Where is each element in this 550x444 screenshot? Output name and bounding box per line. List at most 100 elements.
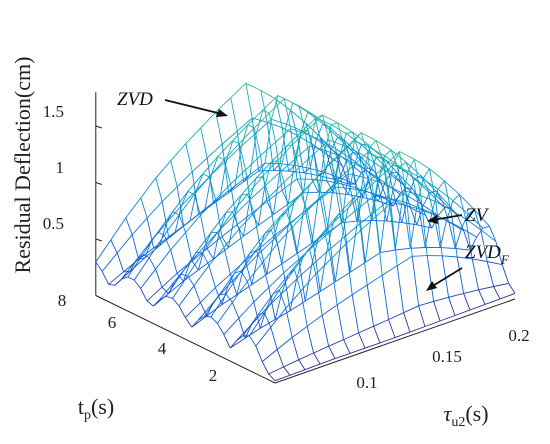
surface-wire — [335, 186, 351, 190]
surface-wire — [444, 180, 460, 195]
surface-wire — [403, 312, 411, 333]
surface-wire — [334, 187, 343, 223]
surface-wire — [229, 340, 237, 349]
surface-wire — [364, 342, 381, 349]
surface-wire — [272, 289, 280, 295]
surface-wire — [388, 312, 404, 321]
surface-wire — [230, 97, 238, 132]
surface-wire — [268, 272, 285, 288]
surface-wire — [303, 168, 311, 174]
surface-wire — [437, 180, 445, 190]
surface-wire — [242, 199, 251, 237]
surface-wire — [302, 248, 310, 257]
surface-wire — [356, 187, 364, 198]
surface-wire — [170, 249, 178, 274]
surface-wire — [298, 259, 306, 302]
surface-wire — [373, 170, 381, 183]
surface-wire — [324, 212, 340, 232]
surface-wire — [136, 254, 144, 261]
surface-wire — [127, 276, 135, 281]
surface-wire — [283, 98, 292, 129]
surface-wire — [277, 226, 293, 245]
surface-wire — [375, 140, 392, 151]
surface-wire — [298, 359, 306, 370]
tau-tick-labels: 0.1 0.15 0.2 — [356, 326, 529, 392]
surface-wire — [349, 347, 366, 354]
surface-wire — [228, 181, 244, 194]
surface-wire — [313, 232, 330, 247]
surface-wire — [309, 139, 317, 169]
surface-wire — [289, 369, 306, 376]
surface-wire — [249, 312, 265, 336]
surface-wire — [246, 281, 255, 303]
surface-wire — [328, 345, 336, 359]
surface-wire — [416, 205, 424, 225]
surface-wire — [371, 193, 379, 202]
surface-wire — [482, 225, 490, 229]
surface-wire — [388, 172, 396, 202]
surface-wire — [319, 358, 336, 365]
surface-wire — [256, 176, 263, 179]
surface-wire — [261, 349, 278, 362]
surface-wire — [234, 174, 251, 187]
surface-wire — [238, 318, 246, 339]
surface-wire — [236, 224, 244, 237]
surface-wire — [251, 212, 259, 226]
surface-wire — [283, 359, 299, 368]
surface-wire — [493, 286, 501, 300]
surface-wire — [328, 232, 336, 282]
surface-wire — [386, 164, 394, 203]
surface-wire — [136, 240, 152, 261]
surface-wire — [230, 184, 238, 225]
surface-wire — [191, 315, 208, 328]
surface-wire — [196, 251, 203, 254]
surface-wire — [358, 195, 375, 209]
surface-wire — [397, 172, 413, 190]
zv-arrowhead — [427, 215, 438, 224]
surface-wire — [182, 262, 191, 282]
tau-tick-label: 0.1 — [356, 373, 377, 392]
surface-wire — [232, 140, 240, 145]
surface-wire — [198, 208, 206, 215]
surface-wire — [260, 234, 276, 249]
surface-wire — [234, 199, 251, 216]
surface-wire — [333, 177, 341, 180]
z-tick-mark — [95, 238, 102, 242]
surface-wire — [364, 252, 381, 263]
z-tick-label: 1.5 — [43, 102, 64, 121]
surface-wire — [341, 173, 349, 223]
surface-wire — [161, 201, 170, 237]
surface-wire — [191, 319, 199, 328]
surface-wire — [238, 229, 246, 261]
surface-wire — [459, 194, 475, 211]
surface-wire — [181, 273, 188, 277]
surface-wire — [227, 272, 236, 286]
surface-wire — [215, 199, 223, 237]
surface-wire — [306, 326, 315, 354]
surface-wire — [418, 300, 434, 307]
surface-wire — [140, 197, 148, 219]
surface-wire — [206, 304, 223, 317]
surface-wire — [195, 232, 212, 253]
surface-wire — [330, 258, 338, 305]
surface-wire — [238, 143, 247, 170]
surface-wire — [223, 143, 240, 160]
surface-wire — [358, 325, 374, 334]
surface-wire — [208, 265, 216, 288]
surface-wire — [202, 173, 210, 178]
surface-wire — [240, 124, 249, 147]
zvdf-label-main: ZVD — [465, 242, 501, 263]
surface-wire — [371, 201, 387, 215]
surface-wire — [133, 257, 150, 281]
surface-wire — [108, 271, 124, 285]
surface-wire — [338, 213, 347, 245]
surface-wire — [189, 245, 206, 264]
surface-wire — [238, 301, 255, 319]
surface-wire — [223, 247, 231, 275]
surface-wire — [397, 172, 405, 186]
surface-wire — [474, 209, 490, 227]
surface-wire — [261, 262, 270, 288]
surface-wire — [356, 192, 364, 227]
surface-wire — [356, 177, 364, 222]
surface-wire — [304, 363, 321, 371]
